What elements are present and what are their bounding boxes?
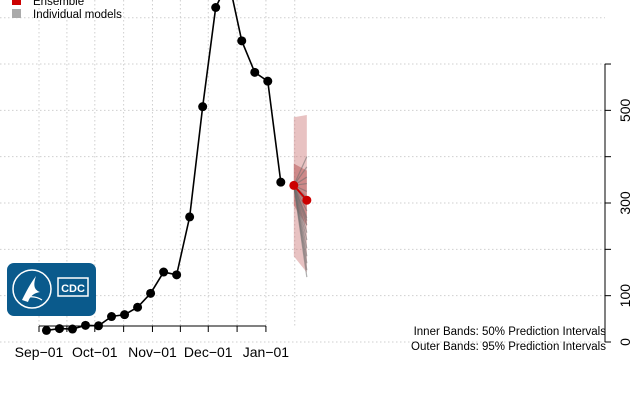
legend-swatch-individual-models — [12, 9, 21, 18]
individual-model-line — [293, 185, 308, 221]
cdc-logo-text: CDC — [61, 283, 85, 295]
observed-point — [107, 312, 117, 322]
observed-point — [237, 36, 247, 46]
observed-point — [263, 76, 273, 86]
axes: Sep−01 Oct−01 Nov−01 Dec−01 Jan−01 0 100 300 500 — [15, 63, 633, 360]
observed-point — [159, 267, 169, 277]
interval-notes: Inner Bands: 50% Prediction Intervals Ou… — [411, 326, 606, 353]
x-tick-label: Sep−01 — [15, 344, 64, 360]
x-tick-label: Dec−01 — [184, 344, 233, 360]
ensemble-series — [289, 180, 312, 205]
note-inner-bands: Inner Bands: 50% Prediction Intervals — [414, 326, 607, 338]
observed-point — [41, 325, 51, 335]
hhs-eagle-icon — [22, 276, 40, 302]
x-tick-label: Nov−01 — [128, 344, 177, 360]
observed-point — [146, 288, 156, 298]
y-tick-label: 500 — [617, 98, 633, 122]
observed-point — [185, 212, 195, 222]
observed-point — [276, 177, 286, 187]
observed-point — [67, 324, 77, 334]
observed-point — [81, 320, 90, 330]
y-tick-label: 300 — [617, 191, 633, 215]
observed-point — [120, 310, 130, 320]
hhs-seal-icon — [12, 269, 52, 309]
legend-label-ensemble: Ensemble — [33, 0, 84, 8]
y-tick-label: 100 — [617, 284, 633, 308]
legend-label-individual-models: Individual models — [33, 9, 122, 21]
individual-model-line — [293, 156, 308, 186]
observed-point — [54, 324, 64, 334]
x-tick-label: Jan−01 — [243, 344, 290, 360]
observed-point — [133, 302, 143, 312]
ensemble-point — [302, 195, 312, 205]
cdc-badge — [57, 277, 89, 297]
y-tick-label: 0 — [617, 338, 633, 346]
legend: Ensemble Individual models — [12, 0, 122, 21]
observed-point — [172, 270, 182, 280]
observed-point — [211, 2, 221, 12]
observed-series — [41, 0, 286, 335]
individual-model-line — [293, 185, 308, 278]
observed-point — [250, 67, 260, 77]
legend-swatch-ensemble — [12, 0, 21, 5]
observed-point — [198, 102, 208, 112]
x-tick-label: Oct−01 — [72, 344, 118, 360]
note-outer-bands: Outer Bands: 95% Prediction Intervals — [411, 341, 606, 353]
ensemble-point — [289, 180, 299, 190]
cdc-logo: CDC — [7, 263, 96, 316]
grid — [0, 0, 605, 343]
